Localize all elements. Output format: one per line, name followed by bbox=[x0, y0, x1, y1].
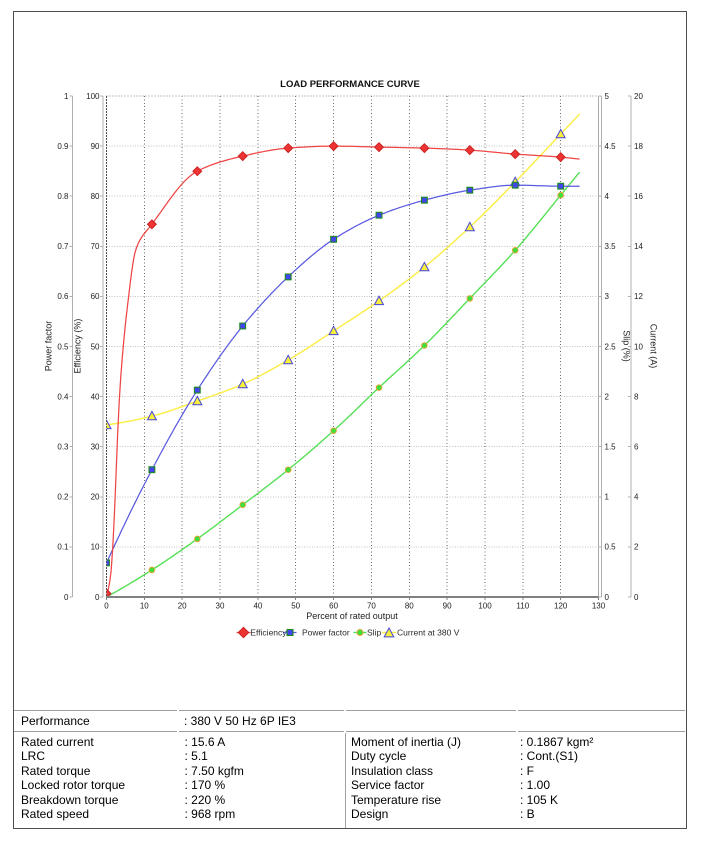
svg-text:90: 90 bbox=[91, 142, 100, 151]
svg-text:0.1: 0.1 bbox=[57, 543, 69, 552]
svg-text:20: 20 bbox=[178, 602, 187, 611]
svg-text:3: 3 bbox=[605, 292, 610, 301]
svg-text:10: 10 bbox=[91, 543, 100, 552]
svg-text:110: 110 bbox=[516, 602, 529, 611]
svg-text:2: 2 bbox=[605, 392, 610, 401]
svg-text:0.5: 0.5 bbox=[605, 543, 617, 552]
svg-text:80: 80 bbox=[405, 602, 414, 611]
svg-text:0.2: 0.2 bbox=[57, 493, 69, 502]
svg-text:5: 5 bbox=[605, 92, 610, 101]
svg-text:16: 16 bbox=[634, 192, 643, 201]
svg-text:Slip (%): Slip (%) bbox=[622, 330, 632, 362]
svg-text:0.9: 0.9 bbox=[57, 142, 69, 151]
svg-text:1: 1 bbox=[605, 493, 610, 502]
svg-text:50: 50 bbox=[291, 602, 300, 611]
svg-text:4.5: 4.5 bbox=[605, 142, 617, 151]
svg-text:30: 30 bbox=[216, 602, 225, 611]
svg-text:Power factor: Power factor bbox=[302, 628, 350, 638]
svg-text:14: 14 bbox=[634, 242, 643, 251]
svg-text:0: 0 bbox=[605, 593, 610, 602]
svg-text:Power factor: Power factor bbox=[44, 321, 54, 372]
svg-text:40: 40 bbox=[91, 392, 100, 401]
svg-text:100: 100 bbox=[86, 92, 100, 101]
svg-text:120: 120 bbox=[554, 602, 568, 611]
svg-text:0: 0 bbox=[634, 593, 639, 602]
svg-text:60: 60 bbox=[91, 292, 100, 301]
svg-text:0.7: 0.7 bbox=[57, 242, 69, 251]
svg-text:0: 0 bbox=[104, 602, 109, 611]
svg-text:70: 70 bbox=[91, 242, 100, 251]
svg-text:Efficiency: Efficiency bbox=[250, 628, 287, 638]
svg-text:1.5: 1.5 bbox=[605, 443, 617, 452]
svg-text:2.5: 2.5 bbox=[605, 342, 617, 351]
svg-text:40: 40 bbox=[253, 602, 262, 611]
svg-text:Current (A): Current (A) bbox=[649, 324, 659, 369]
svg-text:Slip: Slip bbox=[367, 628, 381, 638]
svg-text:0.8: 0.8 bbox=[57, 192, 69, 201]
svg-text:130: 130 bbox=[592, 602, 606, 611]
svg-text:50: 50 bbox=[91, 342, 100, 351]
svg-text:0.3: 0.3 bbox=[57, 443, 69, 452]
svg-text:12: 12 bbox=[634, 292, 643, 301]
svg-text:100: 100 bbox=[478, 602, 492, 611]
svg-text:0.6: 0.6 bbox=[57, 292, 69, 301]
svg-text:0: 0 bbox=[95, 593, 100, 602]
svg-text:4: 4 bbox=[605, 192, 610, 201]
svg-text:Percent of rated output: Percent of rated output bbox=[306, 611, 398, 621]
svg-text:1: 1 bbox=[64, 92, 69, 101]
svg-text:8: 8 bbox=[634, 392, 639, 401]
svg-text:Current at 380 V: Current at 380 V bbox=[397, 628, 460, 638]
svg-text:0.4: 0.4 bbox=[57, 392, 69, 401]
svg-text:6: 6 bbox=[634, 443, 639, 452]
svg-text:20: 20 bbox=[91, 493, 100, 502]
svg-text:Efficiency (%): Efficiency (%) bbox=[73, 319, 83, 374]
svg-text:20: 20 bbox=[634, 92, 643, 101]
svg-text:0: 0 bbox=[64, 593, 69, 602]
svg-text:LOAD PERFORMANCE CURVE: LOAD PERFORMANCE CURVE bbox=[280, 79, 420, 90]
svg-text:80: 80 bbox=[91, 192, 100, 201]
svg-text:10: 10 bbox=[634, 342, 643, 351]
svg-text:30: 30 bbox=[91, 443, 100, 452]
svg-text:70: 70 bbox=[367, 602, 376, 611]
svg-text:2: 2 bbox=[634, 543, 639, 552]
svg-text:10: 10 bbox=[140, 602, 149, 611]
svg-text:90: 90 bbox=[443, 602, 452, 611]
svg-text:4: 4 bbox=[634, 493, 639, 502]
svg-text:3.5: 3.5 bbox=[605, 242, 617, 251]
svg-text:0.5: 0.5 bbox=[57, 342, 69, 351]
svg-text:18: 18 bbox=[634, 142, 643, 151]
svg-text:60: 60 bbox=[329, 602, 338, 611]
